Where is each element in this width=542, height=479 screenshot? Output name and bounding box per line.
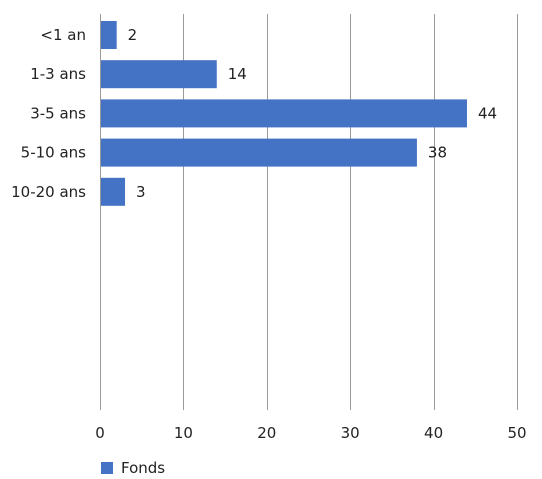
category-label: 5-10 ans: [21, 144, 87, 162]
category-label: 10-20 ans: [11, 183, 86, 201]
data-label: 3: [136, 183, 146, 201]
data-label: 44: [478, 104, 497, 122]
legend-label-fonds: Fonds: [121, 459, 165, 477]
value-axis-tick-labels: 0 10 20 30 40 50: [95, 424, 526, 442]
bars: [101, 21, 467, 206]
legend: Fonds: [101, 459, 165, 477]
bar: [101, 138, 417, 167]
bar: [101, 177, 126, 206]
category-label: 1-3 ans: [30, 65, 86, 83]
x-tick-label: 30: [341, 424, 360, 442]
bar: [101, 21, 117, 49]
x-tick-label: 10: [174, 424, 193, 442]
data-label: 38: [428, 144, 447, 162]
category-label: 3-5 ans: [30, 104, 86, 122]
x-tick-label: 50: [507, 424, 526, 442]
data-label: 14: [228, 65, 247, 83]
legend-swatch-fonds: [101, 462, 113, 474]
x-tick-label: 20: [257, 424, 276, 442]
x-tick-label: 40: [424, 424, 443, 442]
bar: [101, 99, 467, 128]
data-labels: 2 14 44 38 3: [128, 26, 497, 201]
bar: [101, 60, 217, 89]
data-label: 2: [128, 26, 138, 44]
category-axis-labels: <1 an 1-3 ans 3-5 ans 5-10 ans 10-20 ans: [11, 26, 86, 201]
x-tick-label: 0: [95, 424, 105, 442]
category-label: <1 an: [40, 26, 86, 44]
